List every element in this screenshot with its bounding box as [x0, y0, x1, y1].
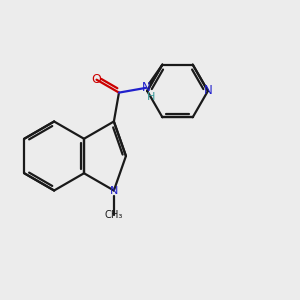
Text: N: N [110, 185, 118, 196]
Text: CH₃: CH₃ [105, 210, 123, 220]
Text: O: O [92, 73, 101, 86]
Text: H: H [147, 92, 156, 102]
Text: N: N [142, 81, 151, 94]
Text: N: N [203, 84, 212, 98]
